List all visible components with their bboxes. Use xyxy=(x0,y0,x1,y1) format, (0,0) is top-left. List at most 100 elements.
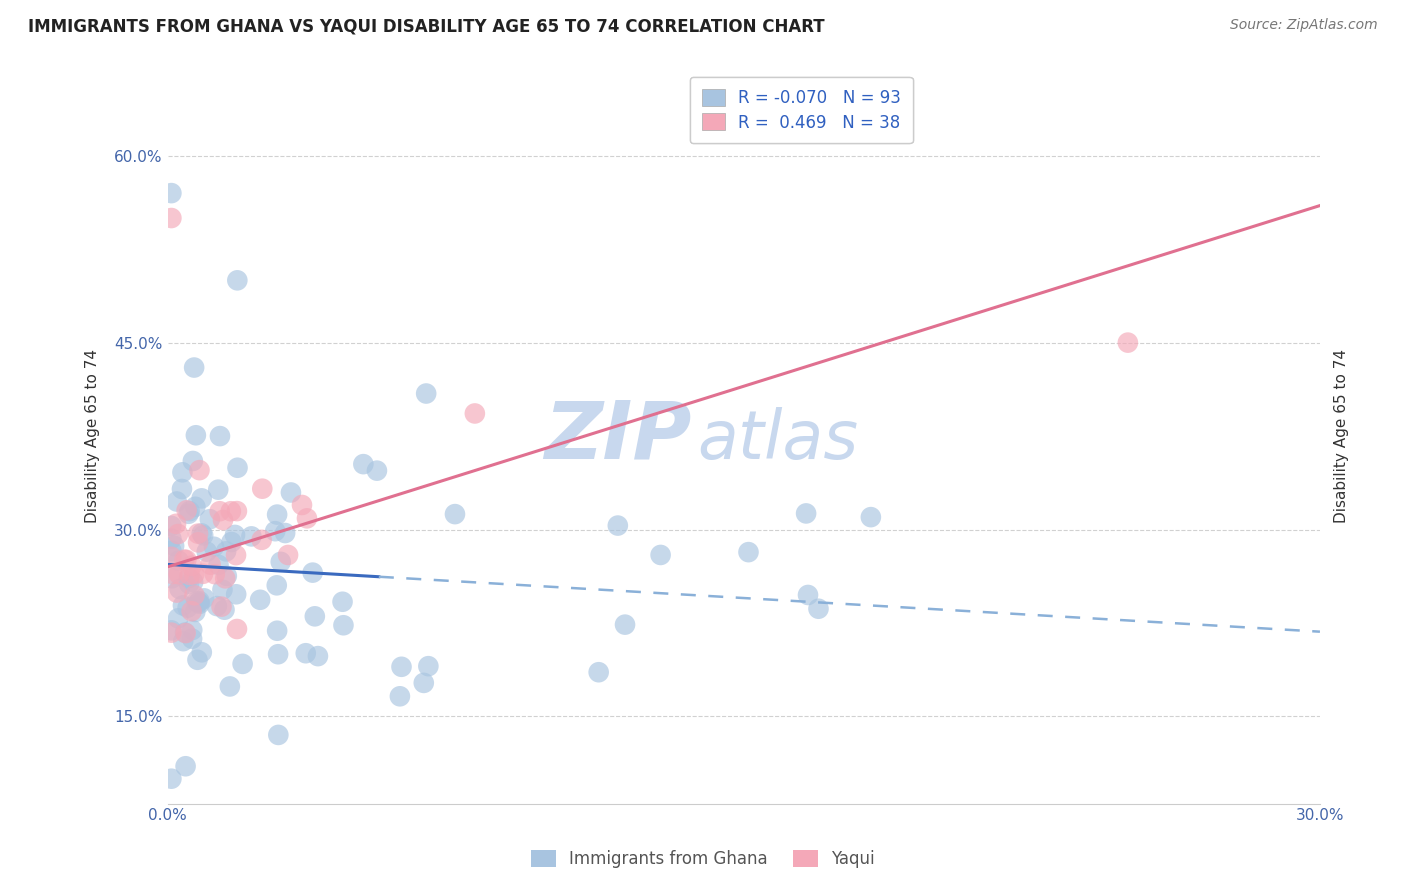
Point xyxy=(204,567,226,582)
Point xyxy=(174,625,197,640)
Point xyxy=(160,772,183,786)
Point xyxy=(650,548,672,562)
Point xyxy=(172,634,194,648)
Point xyxy=(266,578,288,592)
Point xyxy=(614,617,637,632)
Point xyxy=(221,535,243,549)
Point xyxy=(177,571,200,585)
Point xyxy=(295,511,318,525)
Point xyxy=(176,600,198,615)
Point xyxy=(226,622,249,636)
Point xyxy=(464,407,486,421)
Point xyxy=(160,625,183,640)
Point xyxy=(191,645,214,659)
Point xyxy=(606,518,628,533)
Point xyxy=(193,528,215,542)
Point xyxy=(249,592,271,607)
Point xyxy=(165,516,187,531)
Point xyxy=(304,609,326,624)
Point xyxy=(226,273,249,287)
Point xyxy=(226,460,249,475)
Point xyxy=(179,568,201,582)
Point xyxy=(176,553,198,567)
Point xyxy=(207,558,229,572)
Point xyxy=(218,680,240,694)
Point xyxy=(232,657,254,671)
Point xyxy=(225,548,247,562)
Point xyxy=(444,507,467,521)
Point xyxy=(202,540,225,554)
Text: ZIP: ZIP xyxy=(544,397,692,475)
Point xyxy=(183,567,205,582)
Point xyxy=(291,498,314,512)
Point xyxy=(240,529,263,543)
Point xyxy=(183,360,205,375)
Point xyxy=(160,519,183,533)
Point xyxy=(198,512,221,526)
Point xyxy=(208,429,231,443)
Point xyxy=(186,594,208,608)
Point xyxy=(160,571,183,585)
Point xyxy=(174,759,197,773)
Y-axis label: Disability Age 65 to 74: Disability Age 65 to 74 xyxy=(86,349,100,523)
Point xyxy=(170,482,193,496)
Point xyxy=(177,576,200,591)
Point xyxy=(160,549,183,564)
Point xyxy=(191,566,214,581)
Point xyxy=(190,491,212,506)
Point xyxy=(264,524,287,539)
Point xyxy=(174,626,197,640)
Point xyxy=(162,566,184,581)
Point xyxy=(391,660,413,674)
Point xyxy=(166,494,188,508)
Point xyxy=(366,464,388,478)
Point xyxy=(267,728,290,742)
Point xyxy=(225,587,247,601)
Point xyxy=(180,604,202,618)
Point xyxy=(388,690,411,704)
Point xyxy=(167,567,190,582)
Point xyxy=(214,571,236,585)
Point xyxy=(588,665,610,680)
Point xyxy=(267,647,290,661)
Point xyxy=(219,504,242,518)
Point xyxy=(737,545,759,559)
Point xyxy=(181,574,204,589)
Text: atlas: atlas xyxy=(697,407,859,473)
Point xyxy=(252,482,274,496)
Point xyxy=(274,526,297,541)
Point xyxy=(266,624,288,638)
Point xyxy=(184,500,207,514)
Point xyxy=(187,535,209,549)
Point xyxy=(294,646,316,660)
Legend: Immigrants from Ghana, Yaqui: Immigrants from Ghana, Yaqui xyxy=(524,843,882,875)
Point xyxy=(859,510,882,524)
Point xyxy=(195,544,218,558)
Point xyxy=(190,526,212,541)
Legend: R = -0.070   N = 93, R =  0.469   N = 38: R = -0.070 N = 93, R = 0.469 N = 38 xyxy=(690,77,912,144)
Point xyxy=(1116,335,1139,350)
Point xyxy=(352,457,374,471)
Point xyxy=(184,605,207,619)
Point xyxy=(163,539,186,553)
Point xyxy=(277,548,299,562)
Point xyxy=(205,599,228,613)
Point xyxy=(418,659,440,673)
Point xyxy=(215,569,238,583)
Point xyxy=(200,558,222,572)
Point xyxy=(160,186,183,200)
Point xyxy=(184,428,207,442)
Point xyxy=(176,503,198,517)
Point xyxy=(167,527,190,541)
Point xyxy=(332,595,354,609)
Point xyxy=(177,507,200,521)
Point xyxy=(187,596,209,610)
Point xyxy=(188,594,211,608)
Point xyxy=(226,504,249,518)
Point xyxy=(415,386,437,401)
Point xyxy=(266,508,288,522)
Point xyxy=(208,504,231,518)
Point xyxy=(307,649,329,664)
Point xyxy=(211,599,233,614)
Point xyxy=(169,582,191,596)
